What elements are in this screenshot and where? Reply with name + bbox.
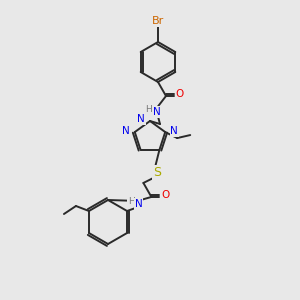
Text: H: H	[146, 106, 152, 115]
Text: N: N	[122, 126, 130, 136]
Text: N: N	[134, 199, 142, 209]
Text: Br: Br	[152, 16, 164, 26]
Text: N: N	[137, 114, 145, 124]
Text: N: N	[170, 126, 178, 136]
Text: N: N	[153, 107, 161, 117]
Text: O: O	[176, 89, 184, 99]
Text: H: H	[128, 197, 135, 206]
Text: O: O	[161, 190, 169, 200]
Text: S: S	[153, 167, 161, 179]
